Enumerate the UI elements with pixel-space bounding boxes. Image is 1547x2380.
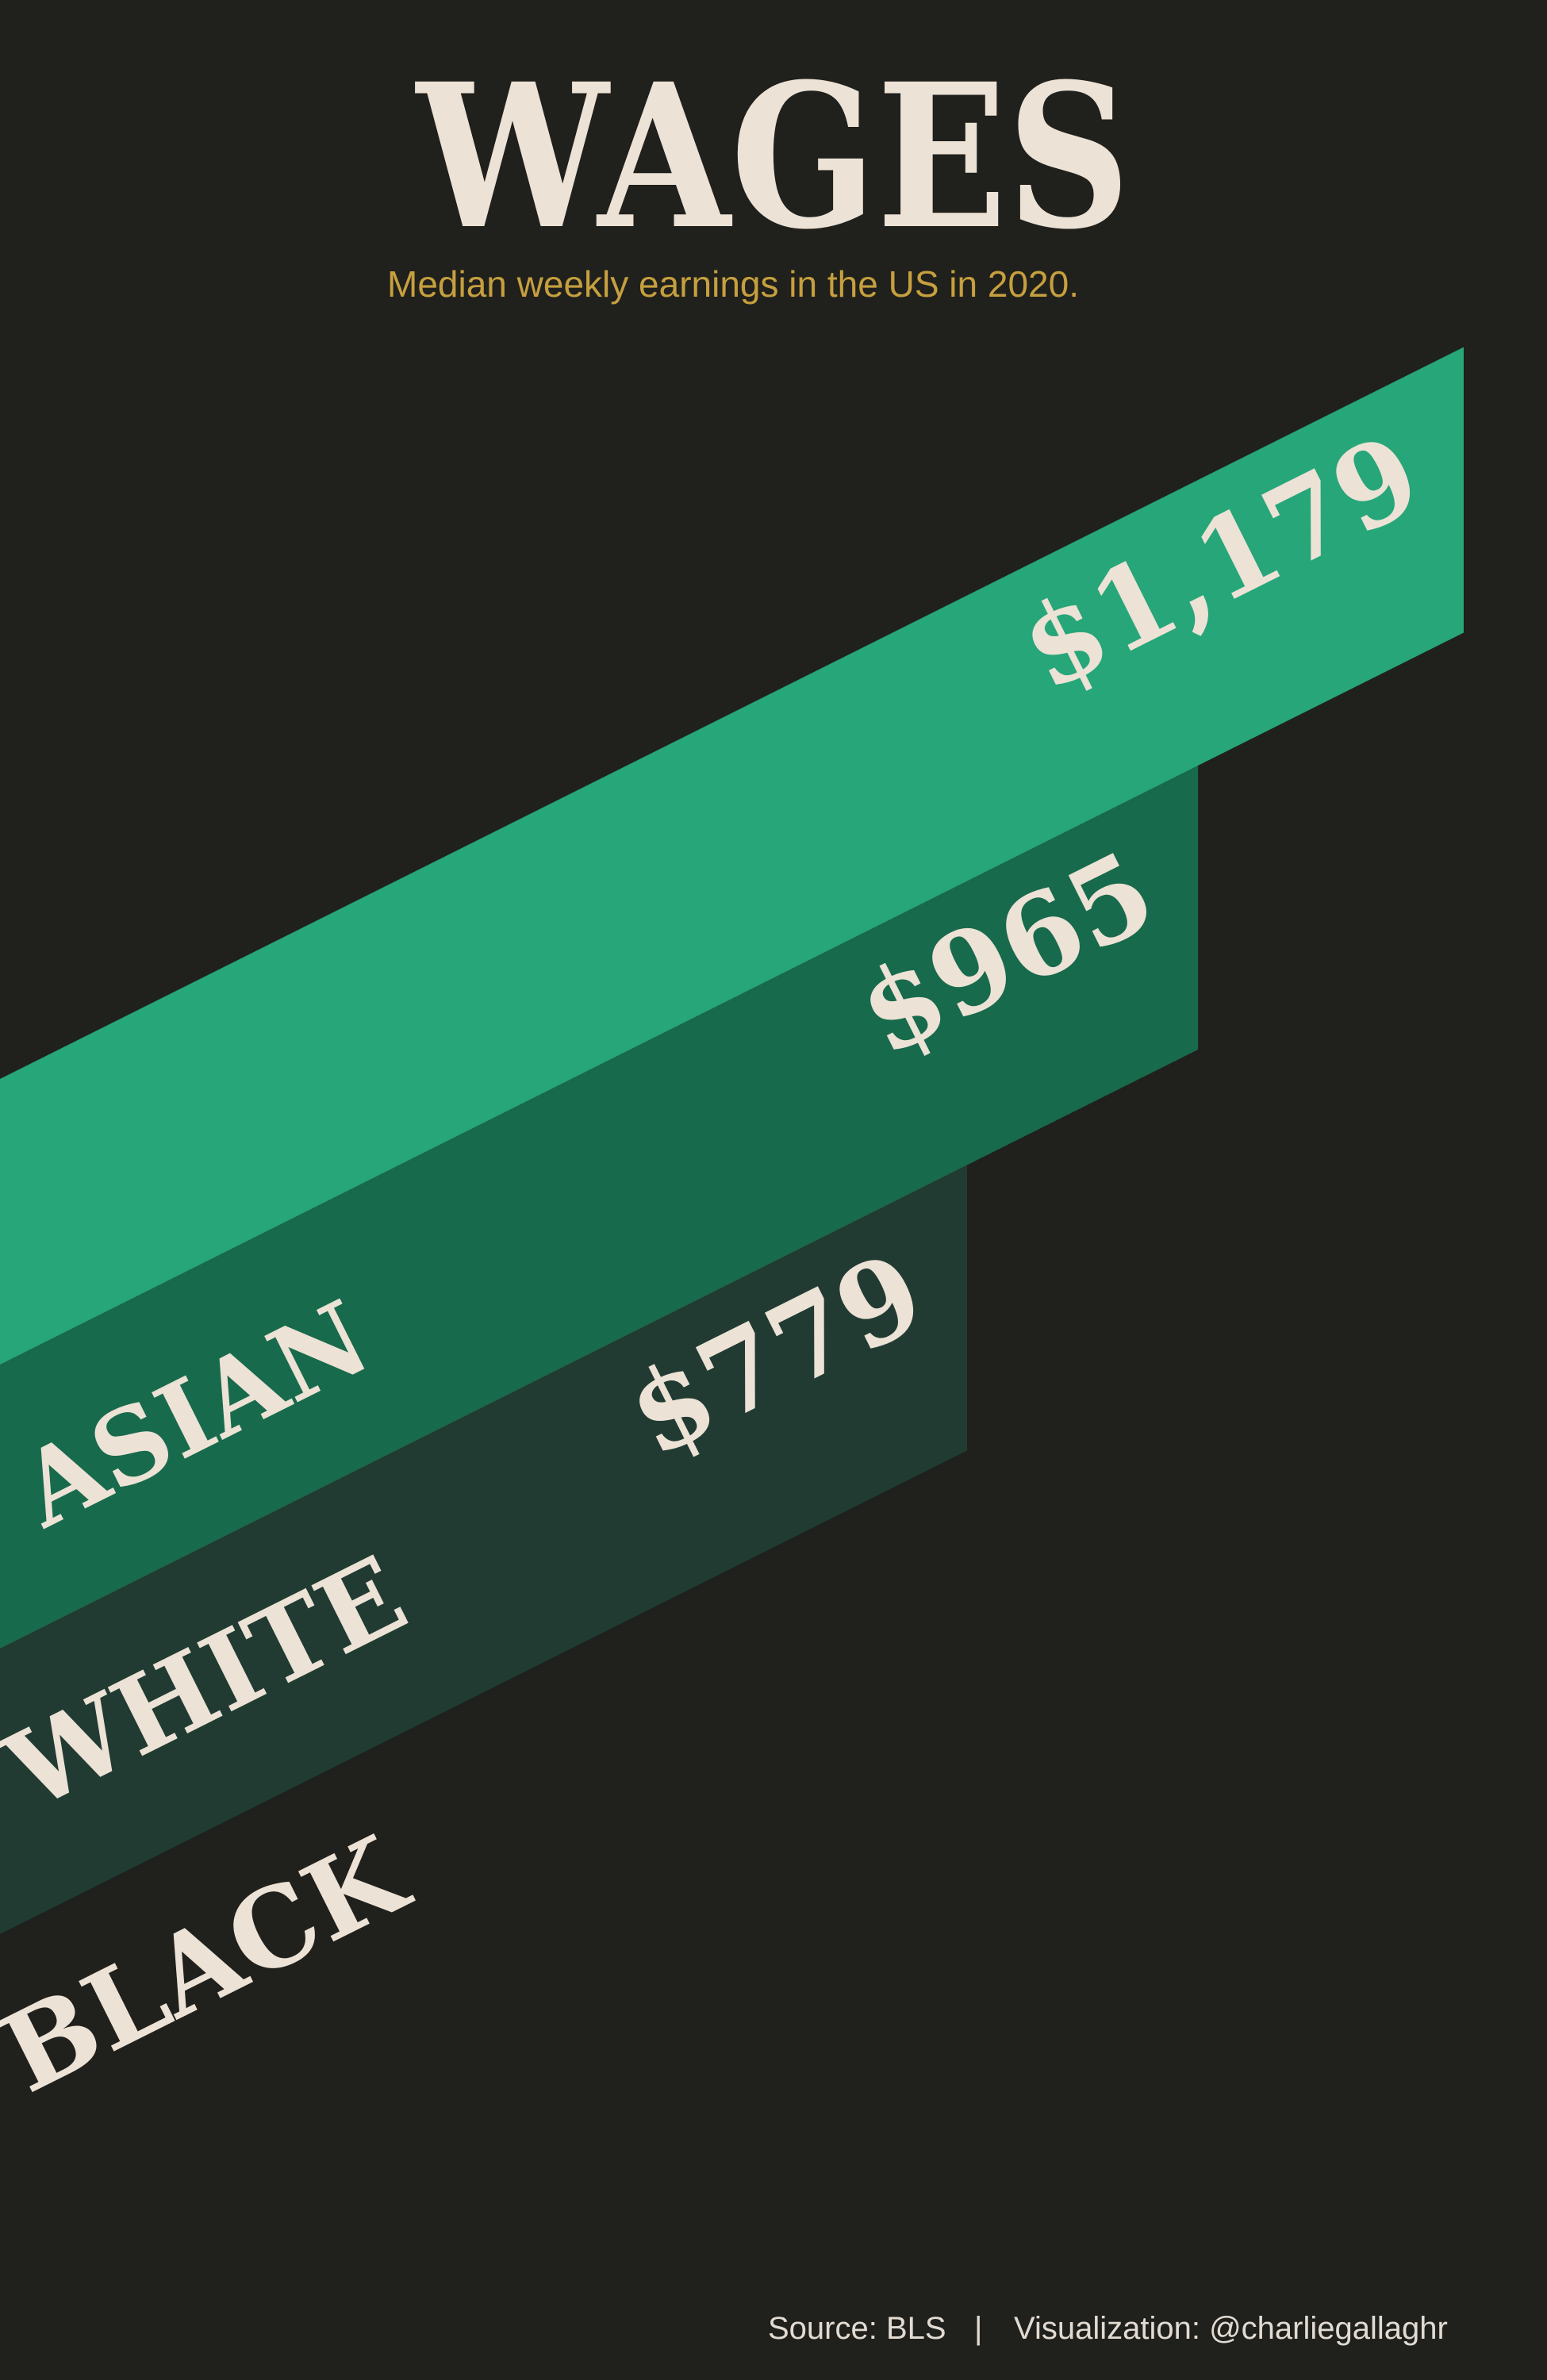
credit-note: Visualization: @charliegallaghr bbox=[1014, 2311, 1448, 2346]
bar-black bbox=[0, 1165, 968, 1934]
chart-title: WAGES bbox=[414, 40, 1130, 273]
bar-asian bbox=[0, 347, 1464, 1365]
footer: Source: BLS | Visualization: @charliegal… bbox=[768, 2311, 1448, 2346]
source-note: Source: BLS bbox=[768, 2311, 946, 2346]
bars-layer bbox=[0, 347, 1464, 1934]
footer-separator: | bbox=[974, 2311, 982, 2346]
chart-subtitle: Median weekly earnings in the US in 2020… bbox=[387, 263, 1079, 305]
bar-white bbox=[0, 763, 1199, 1649]
